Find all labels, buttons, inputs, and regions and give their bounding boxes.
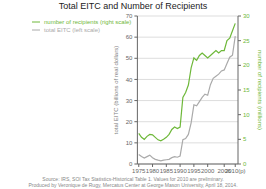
svg-text:1995: 1995 (187, 168, 201, 174)
svg-text:5: 5 (243, 136, 247, 142)
svg-text:2000: 2000 (201, 168, 215, 174)
svg-text:30: 30 (126, 98, 133, 104)
svg-text:10: 10 (243, 112, 250, 118)
svg-text:20: 20 (126, 119, 133, 125)
svg-text:0: 0 (243, 161, 247, 167)
html-text:Total EITC and Number of Recip: Total EITC and Number of Recipients (58, 1, 208, 11)
svg-text:20: 20 (243, 62, 250, 68)
html-text:Produced by Veronique de Rugy,: Produced by Veronique de Rugy, Mercatus … (28, 182, 238, 188)
svg-text:total EITC (billions of real d: total EITC (billions of real dollars) (113, 46, 119, 134)
html-text:number of recipients (right sc: number of recipients (right scale) (44, 18, 132, 25)
svg-text:25: 25 (243, 38, 250, 44)
svg-text:2010(p): 2010(p) (225, 168, 246, 174)
svg-text:30: 30 (243, 13, 250, 19)
svg-text:50: 50 (126, 55, 133, 61)
html-text:Source: IRS, SOI Tax Statistic: Source: IRS, SOI Tax Statistics-Historic… (42, 176, 224, 182)
svg-text:70: 70 (126, 13, 133, 19)
svg-text:1980: 1980 (146, 168, 160, 174)
svg-text:number of recipients (millions: number of recipients (millions) (257, 50, 258, 130)
svg-text:1985: 1985 (160, 168, 174, 174)
svg-text:1975: 1975 (132, 168, 146, 174)
svg-text:10: 10 (126, 140, 133, 146)
svg-text:40: 40 (126, 77, 133, 83)
svg-text:60: 60 (126, 34, 133, 40)
svg-text:0: 0 (129, 161, 133, 167)
svg-text:15: 15 (243, 87, 250, 93)
svg-text:1990: 1990 (173, 168, 187, 174)
html-text:total EITC (left scale): total EITC (left scale) (44, 26, 100, 33)
